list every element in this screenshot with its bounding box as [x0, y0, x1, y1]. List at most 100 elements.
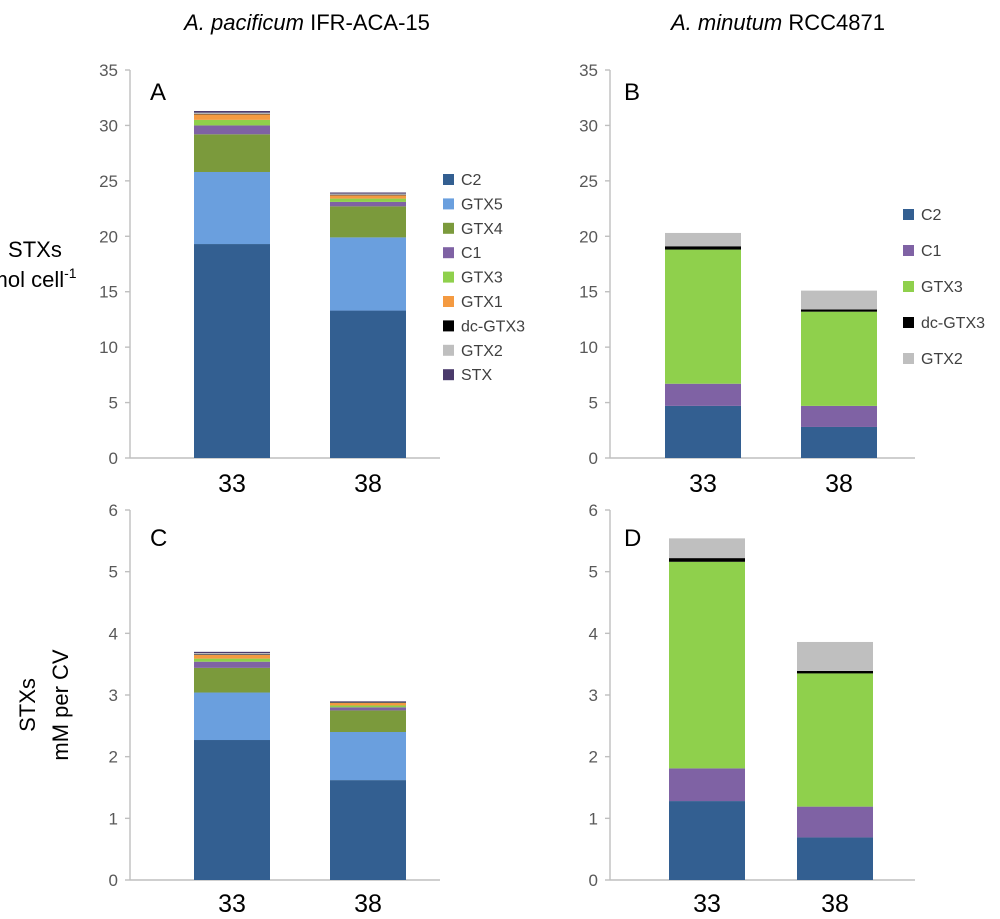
y-tick-label: 5 [589, 563, 598, 582]
legend-label-c2: C2 [921, 207, 942, 224]
y-tick-label: 10 [579, 338, 598, 357]
bar-segment-stx-33 [194, 111, 270, 113]
bar-segment-c1-38 [330, 201, 406, 207]
y-tick-label: 20 [579, 227, 598, 246]
y-tick-label: 0 [589, 871, 598, 890]
bar-segment-gtx3-38 [330, 198, 406, 202]
bar-segment-dc-gtx3-33 [669, 558, 745, 562]
bar-segment-c2-38 [330, 310, 406, 458]
bar-segment-c1-38 [330, 707, 406, 711]
legend-swatch-dc-gtx3 [903, 317, 914, 328]
legend-swatch-c1 [903, 245, 914, 256]
panel-letter-b: B [624, 79, 640, 106]
legend-label-gtx3: GTX3 [461, 270, 503, 287]
bar-segment-stx-33 [194, 651, 270, 654]
bar-segment-gtx2-33 [194, 653, 270, 655]
legend-swatch-gtx4 [443, 222, 454, 234]
bar-segment-c2-33 [669, 801, 745, 880]
bar-segment-gtx2-33 [669, 538, 745, 559]
bar-segment-c2-38 [801, 426, 877, 458]
legend-label-dc-gtx3: dc-GTX3 [461, 318, 525, 335]
bar-segment-c2-33 [665, 405, 741, 458]
bottom-ylabel-line1: STXs [15, 678, 40, 732]
bar-segment-c2-33 [194, 244, 270, 458]
legend-label-gtx5: GTX5 [461, 196, 503, 213]
legend-swatch-gtx1 [443, 296, 454, 307]
bar-segment-gtx5-33 [194, 692, 270, 741]
x-category-label: 38 [354, 470, 382, 498]
legend-swatch-c2 [903, 209, 914, 220]
legend-label-c2: C2 [461, 172, 482, 189]
legend-swatch-gtx5 [443, 198, 454, 210]
y-tick-label: 10 [99, 338, 118, 357]
y-tick-label: 20 [99, 227, 118, 246]
bar-segment-c1-33 [665, 383, 741, 406]
legend-label-stx: STX [461, 367, 492, 384]
legend-label-gtx4: GTX4 [461, 221, 503, 238]
bar-segment-gtx2-33 [194, 112, 270, 114]
y-tick-label: 0 [109, 871, 118, 890]
bar-segment-c1-38 [797, 806, 873, 838]
bar-segment-gtx3-38 [797, 673, 873, 807]
bar-segment-dc-gtx3-33 [194, 113, 270, 115]
legend-label-dc-gtx3: dc-GTX3 [921, 315, 985, 332]
bar-segment-gtx3-33 [669, 561, 745, 769]
panel-b: 0 5 10 15 20 25 30 35 33 38 B C2 C1 GTX3 dc-GTX3 GTX2 [579, 61, 985, 498]
bar-segment-dc-gtx3-38 [330, 194, 406, 196]
y-tick-label: 5 [589, 394, 598, 413]
y-tick-label: 3 [589, 686, 598, 705]
y-tick-label: 15 [579, 283, 598, 302]
y-tick-label: 25 [99, 172, 118, 191]
top-ylabel: STXs fmol cell-1 [0, 237, 77, 292]
bar-segment-gtx5-38 [330, 237, 406, 311]
bar-segment-gtx2-38 [330, 701, 406, 703]
bar-segment-gtx3-33 [665, 249, 741, 384]
y-tick-label: 2 [589, 748, 598, 767]
y-tick-label: 0 [589, 449, 598, 468]
y-tick-label: 30 [579, 116, 598, 135]
panel-letter-a: A [150, 79, 166, 106]
panel-letter-d: D [624, 525, 641, 552]
y-tick-label: 25 [579, 172, 598, 191]
bar-segment-stx-38 [330, 701, 406, 702]
panel-d: 0 1 2 3 4 5 6 33 38 D [589, 501, 915, 918]
y-tick-label: 4 [109, 624, 118, 643]
x-category-label: 33 [218, 470, 246, 498]
left-column-title: A. pacificum IFR-ACA-15 [182, 10, 430, 35]
y-tick-label: 5 [109, 394, 118, 413]
y-tick-label: 3 [109, 686, 118, 705]
legend-label-gtx2: GTX2 [461, 343, 503, 360]
right-column-title: A. minutum RCC4871 [669, 10, 885, 35]
y-tick-label: 1 [109, 809, 118, 828]
bar-segment-gtx2-33 [665, 232, 741, 247]
legend-swatch-c2 [443, 174, 454, 185]
legend-swatch-gtx3 [443, 271, 454, 283]
legend-swatch-gtx2 [443, 344, 454, 356]
bar-segment-gtx1-38 [330, 195, 406, 199]
panel-c: 0 1 2 3 4 5 6 33 38 C [109, 501, 440, 918]
bar-segment-gtx1-33 [194, 114, 270, 120]
legend-label-c1: C1 [921, 243, 942, 260]
legend-label-c1: C1 [461, 245, 482, 262]
bar-segment-gtx1-38 [330, 703, 406, 706]
bar-segment-gtx2-38 [330, 193, 406, 195]
bar-segment-c1-38 [801, 405, 877, 427]
bottom-ylabel-line2: mM per CV [48, 649, 73, 761]
bar-segment-gtx4-38 [330, 710, 406, 732]
x-category-label: 38 [354, 890, 382, 918]
legend-label-gtx2: GTX2 [921, 351, 963, 368]
bar-segment-gtx3-38 [801, 311, 877, 406]
bar-segment-c2-38 [330, 780, 406, 880]
y-tick-label: 6 [109, 501, 118, 520]
y-tick-label: 2 [109, 748, 118, 767]
bar-segment-stx-38 [330, 192, 406, 194]
y-tick-label: 4 [589, 624, 598, 643]
y-tick-label: 15 [99, 283, 118, 302]
bar-segment-gtx2-38 [801, 290, 877, 310]
legend-swatch-gtx2 [903, 353, 914, 364]
bar-segment-gtx3-38 [330, 705, 406, 708]
bar-segment-gtx2-38 [797, 641, 873, 671]
panel-a: 0 5 10 15 20 25 30 35 33 38 A C2 GTX5 GTX4 C1 GTX3 GTX1 d… [99, 61, 525, 498]
bar-segment-dc-gtx3-33 [194, 654, 270, 655]
